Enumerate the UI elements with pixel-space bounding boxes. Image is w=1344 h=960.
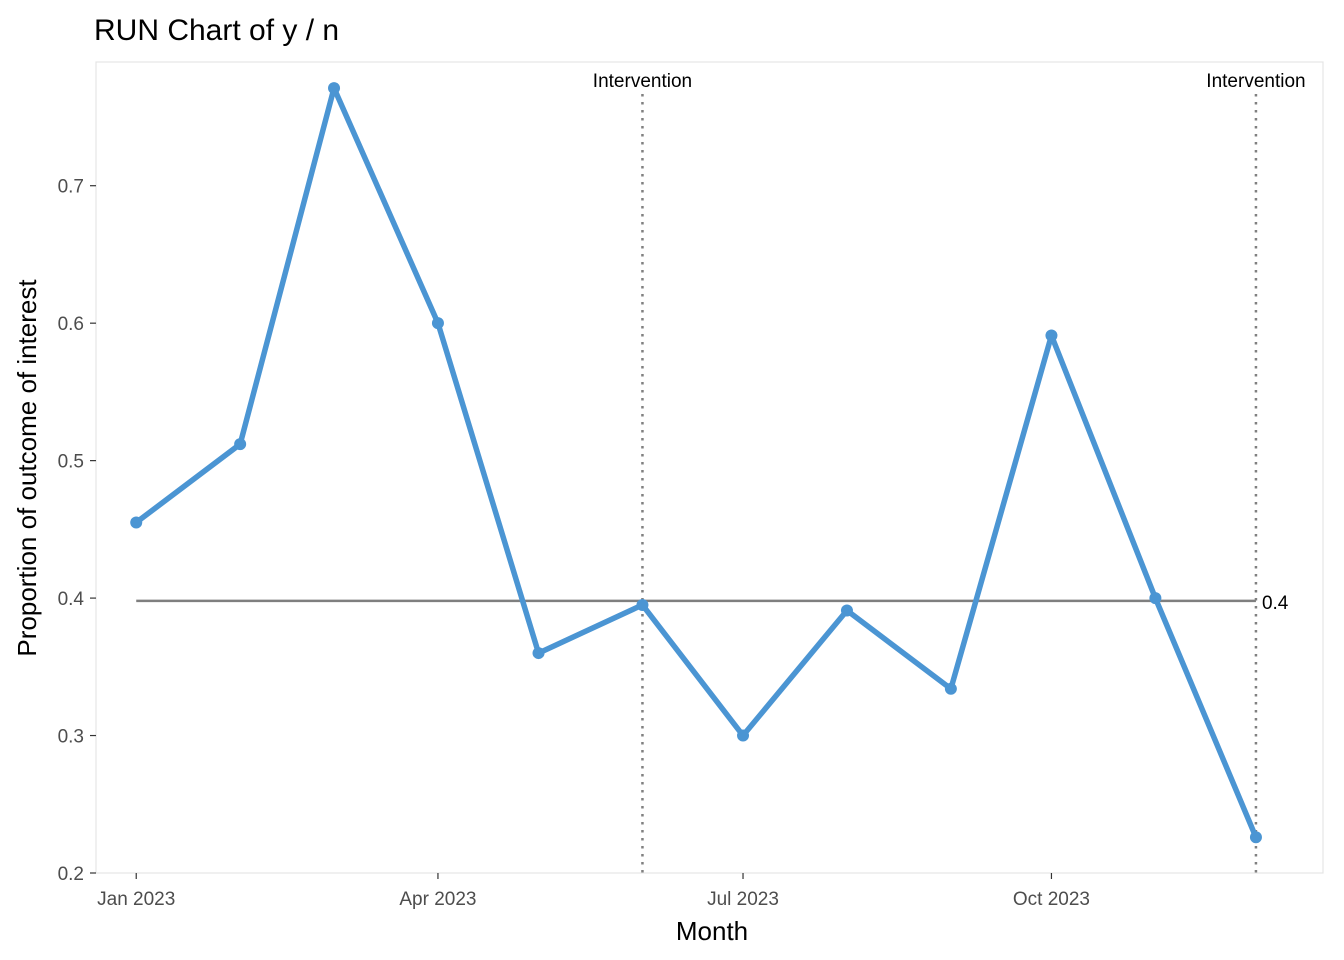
intervention-label: Intervention [593, 71, 692, 92]
data-point [328, 82, 341, 95]
y-tick-label: 0.3 [58, 727, 84, 748]
x-tick-label: Oct 2023 [1013, 889, 1090, 910]
y-axis-title: Proportion of outcome of interest [12, 279, 42, 657]
y-tick-label: 0.5 [58, 452, 84, 473]
data-point [234, 438, 247, 451]
data-point [130, 516, 143, 529]
data-point [1045, 329, 1058, 342]
data-point [636, 598, 649, 611]
data-point [737, 729, 750, 742]
series-line [133, 85, 1259, 841]
x-tick-label: Jul 2023 [707, 889, 779, 910]
centerline: 0.4 [136, 593, 1289, 614]
y-tick-label: 0.6 [58, 314, 84, 335]
data-point [944, 682, 957, 695]
centerline-label: 0.4 [1262, 593, 1289, 614]
data-point [840, 604, 853, 617]
chart-title: RUN Chart of y / n [94, 14, 339, 47]
x-tick-label: Apr 2023 [399, 889, 476, 910]
data-point [532, 647, 545, 660]
y-tick-label: 0.4 [58, 589, 85, 610]
data-point [1249, 831, 1262, 844]
intervention-label: Intervention [1206, 71, 1305, 92]
x-axis: Jan 2023 Apr 2023 Jul 2023 Oct 2023 [97, 873, 1090, 910]
x-tick-label: Jan 2023 [97, 889, 175, 910]
y-tick-label: 0.2 [58, 864, 84, 885]
x-axis-title: Month [676, 916, 748, 946]
y-tick-label: 0.7 [58, 177, 84, 198]
data-point [1149, 592, 1162, 605]
data-point [431, 317, 444, 330]
plot-panel [95, 61, 1324, 874]
y-axis: 0.2 0.3 0.4 0.5 0.6 0.7 [58, 177, 96, 885]
intervention-markers: Intervention Intervention [593, 71, 1306, 873]
series-group [130, 82, 1262, 844]
